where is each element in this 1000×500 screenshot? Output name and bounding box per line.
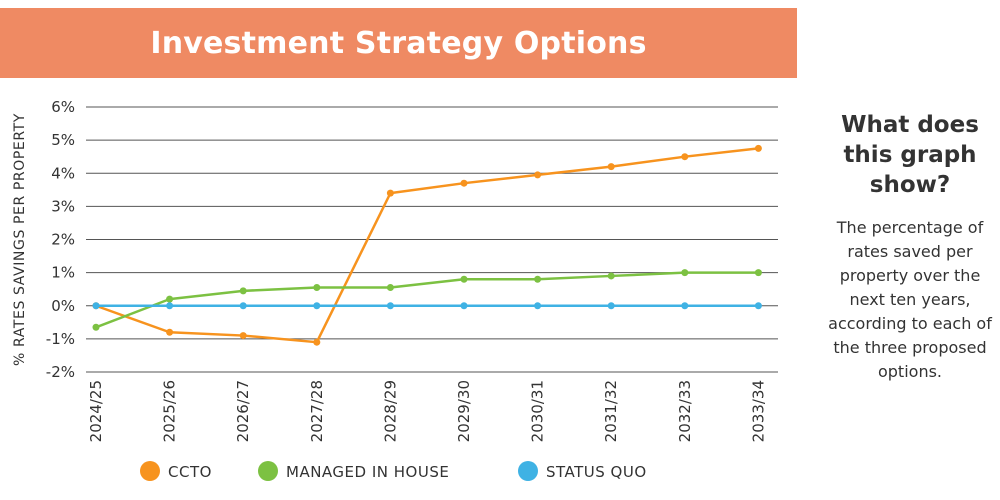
y-tick-label: 1% (51, 264, 75, 282)
side-panel-heading: What does this graph show? (841, 112, 979, 198)
side-panel: What does this graph show? The percentag… (815, 110, 1000, 384)
y-tick-label: 2% (51, 231, 75, 249)
data-point-ccto (386, 189, 394, 197)
series-line-ccto (95, 147, 759, 344)
data-point-managed-in-house (239, 287, 247, 295)
data-point-status-quo (534, 302, 542, 310)
data-point-managed-in-house (92, 323, 100, 331)
title-banner: Investment Strategy Options (0, 8, 797, 78)
x-tick-label: 2033/34 (749, 380, 767, 442)
legend-label-status-quo: STATUS QUO (546, 463, 647, 481)
y-tick-label: 6% (51, 98, 75, 116)
chart-title: Investment Strategy Options (150, 25, 647, 61)
data-point-status-quo (607, 302, 615, 310)
y-tick-label: 5% (51, 131, 75, 149)
data-point-ccto (313, 338, 321, 346)
x-tick-label: 2027/28 (308, 380, 326, 442)
legend-marker-managed-in-house (258, 461, 278, 481)
legend-label-managed-in-house: MANAGED IN HOUSE (286, 463, 449, 481)
x-tick-label: 2030/31 (529, 380, 547, 442)
data-point-ccto (607, 163, 615, 171)
y-tick-label: 4% (51, 164, 75, 182)
data-point-ccto (239, 332, 247, 340)
data-point-managed-in-house (681, 269, 689, 277)
x-tick-label: 2026/27 (234, 380, 252, 442)
x-tick-label: 2032/33 (676, 380, 694, 442)
y-tick-label: -2% (46, 363, 75, 381)
data-point-status-quo (460, 302, 468, 310)
data-point-managed-in-house (386, 284, 394, 292)
side-panel-body: The percentage of rates saved per proper… (828, 218, 992, 381)
x-tick-label: 2028/29 (381, 380, 399, 442)
y-axis-label: % RATES SAVINGS PER PROPERTY (12, 113, 28, 366)
y-tick-label: 3% (51, 197, 75, 215)
data-point-status-quo (313, 302, 321, 310)
data-point-ccto (681, 153, 689, 161)
data-point-managed-in-house (460, 275, 468, 283)
data-point-status-quo (239, 302, 247, 310)
series-line-managed-in-house (95, 271, 759, 329)
data-point-managed-in-house (534, 275, 542, 283)
data-point-ccto (166, 328, 174, 336)
data-point-ccto (460, 179, 468, 187)
y-tick-label: -1% (46, 330, 75, 348)
x-tick-label: 2025/26 (161, 380, 179, 442)
x-tick-label: 2029/30 (455, 380, 473, 442)
data-point-status-quo (92, 302, 100, 310)
y-tick-label: 0% (51, 297, 75, 315)
data-point-status-quo (681, 302, 689, 310)
data-point-managed-in-house (607, 272, 615, 280)
line-chart: -2% -1% 0% 1% 2% 3% 4% 5% 6% % RATES SAVINGS PER … (12, 98, 778, 481)
data-point-status-quo (166, 302, 174, 310)
data-point-managed-in-house (313, 284, 321, 292)
data-point-managed-in-house (754, 269, 762, 277)
data-point-status-quo (386, 302, 394, 310)
legend-marker-status-quo (518, 461, 538, 481)
legend-label-ccto: CCTO (168, 463, 212, 481)
data-point-status-quo (754, 302, 762, 310)
legend-marker-ccto (140, 461, 160, 481)
x-tick-label: 2024/25 (87, 380, 105, 442)
x-tick-label: 2031/32 (602, 380, 620, 442)
data-point-managed-in-house (166, 295, 174, 303)
data-point-ccto (754, 144, 762, 152)
data-point-ccto (534, 171, 542, 179)
